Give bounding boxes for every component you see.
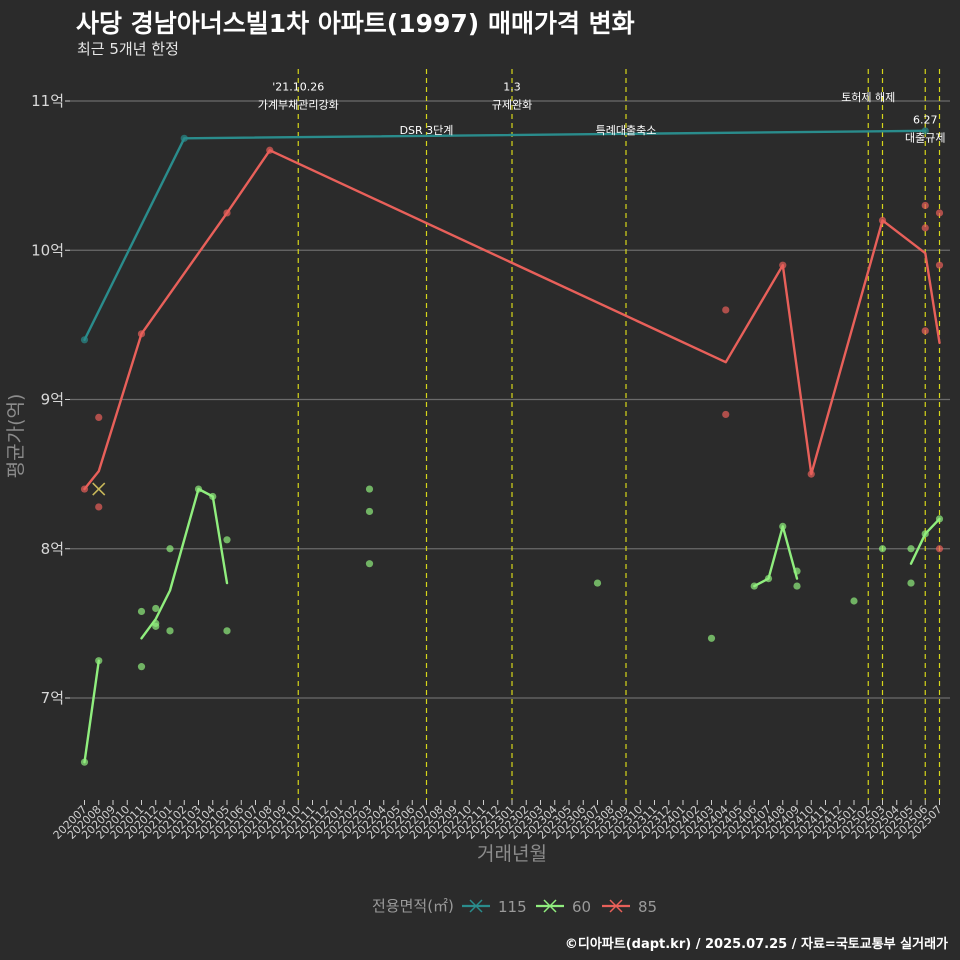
series-85-point <box>878 216 887 224</box>
series-60-point <box>907 545 915 553</box>
grid-lines <box>70 100 950 699</box>
annotation-label: 대출규제 <box>905 131 945 144</box>
legend-cross <box>543 899 557 913</box>
annotation-label: 토허제 해제 <box>841 90 895 104</box>
series-60-point <box>194 485 203 493</box>
series-60-point <box>878 545 887 553</box>
series-60 <box>80 485 944 766</box>
series-85-point <box>807 470 815 478</box>
series-60-point <box>137 607 146 616</box>
y-axis-ticks: 7억 8억 9억 10억 11억 <box>31 92 70 707</box>
legend-label: 115 <box>498 898 527 916</box>
series-85-point <box>223 209 231 217</box>
chart-subtitle: 최근 5개년 한정 <box>77 40 179 58</box>
series-85-point <box>266 146 274 154</box>
legend-item-60: 60 <box>536 898 591 916</box>
y-tick-label: 9억 <box>41 391 64 409</box>
y-axis-title: 평균가(억) <box>5 394 27 479</box>
series-115-point <box>180 134 188 142</box>
series-85-point <box>722 306 730 314</box>
annotation-label: '21.10.26 <box>272 81 324 94</box>
series-85-point <box>935 545 944 553</box>
source-caption: ©디아파트(dapt.kr) / 2025.07.25 / 자료=국토교통부 실… <box>564 937 948 952</box>
series-60-line <box>753 525 799 588</box>
annotation-label: 특례대출축소 <box>596 124 657 137</box>
legend-item-115: 115 <box>462 898 527 916</box>
series-60-point <box>365 507 374 516</box>
series-60-point <box>907 579 915 587</box>
policy-event-lines <box>297 69 941 800</box>
series-60-point <box>223 627 231 635</box>
series-60-point <box>764 575 773 583</box>
series-60-point <box>593 579 602 587</box>
series-60-point <box>95 657 103 665</box>
annotation-label: 1.3 <box>503 81 521 94</box>
series-115 <box>80 127 929 344</box>
series-85-point <box>935 261 944 269</box>
annotation-label: 6.27 <box>913 113 938 126</box>
legend-item-85: 85 <box>602 898 657 916</box>
series-85-point <box>921 201 929 210</box>
y-tick-label: 7억 <box>41 689 64 707</box>
series-85-point <box>935 209 944 217</box>
annotation-label: 가계부채관리강화 <box>258 98 339 111</box>
legend-label: 85 <box>638 898 657 916</box>
series-85-line <box>83 149 941 491</box>
series-85-point <box>921 224 929 232</box>
y-tick-label: 10억 <box>31 241 64 259</box>
x-axis-ticks: 2020072020082020092020102020112020122021… <box>51 800 945 842</box>
series-115-point <box>80 336 89 344</box>
series-60-point <box>166 545 174 553</box>
series-60-point <box>779 522 787 530</box>
series-85-point <box>779 261 787 269</box>
series-85-point <box>137 330 146 338</box>
x-axis-title: 거래년월 <box>477 843 547 865</box>
series-60-point <box>365 560 374 568</box>
legend-cross <box>609 899 623 913</box>
series-60-point <box>793 567 801 575</box>
series-60-point <box>707 634 716 642</box>
series-60-point <box>850 597 858 605</box>
legend-cross <box>469 899 483 913</box>
legend: 전용면적(㎡) 115 60 85 <box>372 897 657 916</box>
series-85-point <box>95 413 103 422</box>
series-115-point <box>921 127 929 135</box>
series-60-point <box>137 663 146 671</box>
series-layer <box>80 127 944 766</box>
cross-marker <box>92 482 106 496</box>
series-60-point <box>750 582 758 590</box>
series-60-point <box>209 492 217 501</box>
series-60-point <box>152 604 160 613</box>
series-60-point <box>152 622 160 630</box>
series-60-point <box>223 536 231 544</box>
series-60-point <box>793 582 801 590</box>
y-tick-label: 8억 <box>41 540 64 558</box>
legend-title: 전용면적(㎡) <box>372 897 454 915</box>
series-85-point <box>95 503 103 511</box>
series-85-point <box>722 410 730 419</box>
series-60-line <box>83 659 101 764</box>
annotation-label: DSR 3단계 <box>400 124 454 137</box>
series-60-point <box>80 758 89 766</box>
series-85 <box>80 146 944 553</box>
y-tick-label: 11억 <box>31 92 64 110</box>
annotation-label: 규제완화 <box>492 98 532 111</box>
series-60-point <box>921 530 929 538</box>
cross-marker-stroke <box>92 482 106 496</box>
series-60-point <box>166 627 174 635</box>
series-85-point <box>80 485 89 493</box>
chart-title: 사당 경남아너스빌1차 아파트(1997) 매매가격 변화 <box>76 9 635 38</box>
series-60-line <box>140 487 229 640</box>
series-60-point <box>365 485 374 493</box>
legend-label: 60 <box>572 898 591 916</box>
series-85-point <box>921 327 929 335</box>
series-60-point <box>935 515 944 523</box>
